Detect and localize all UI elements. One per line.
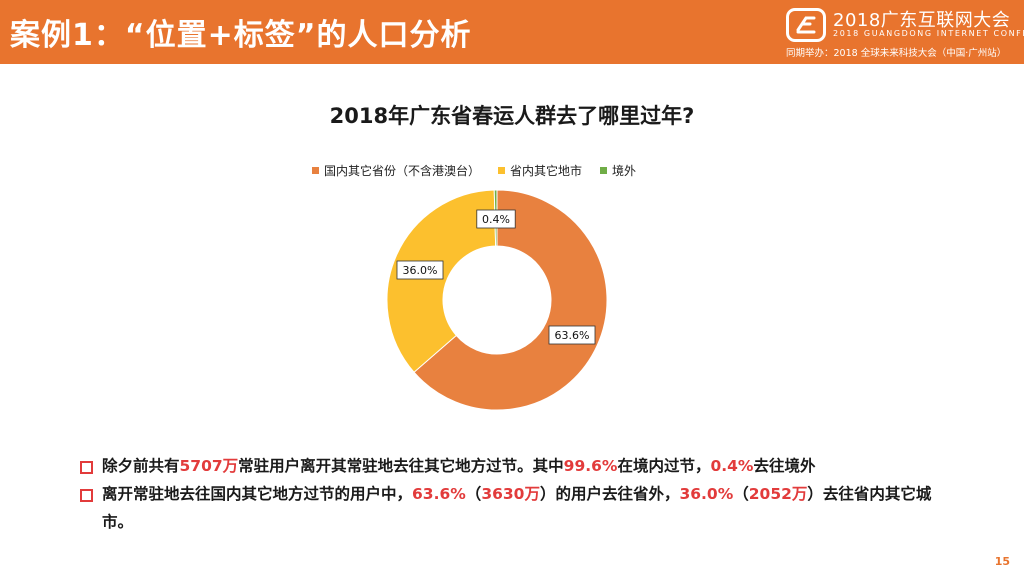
bullet-text: 除夕前共有 xyxy=(102,457,180,475)
bullet-highlight: 2052万 xyxy=(748,485,808,503)
conference-name-en: 2018 GUANGDONG INTERNET CONFERENCE xyxy=(833,29,1024,38)
bullet-text: 离开常驻地去往国内其它地方过节的用户中， xyxy=(102,485,413,503)
bullet-text: （ xyxy=(465,485,482,503)
summary-bullets: 除夕前共有5707万常驻用户离开其常驻地去往其它地方过节。其中99.6%在境内过… xyxy=(80,452,960,536)
bullet-square-icon xyxy=(80,489,93,502)
legend-label: 境外 xyxy=(612,163,637,178)
bullet-highlight: 0.4% xyxy=(710,457,754,475)
bullet-item: 离开常驻地去往国内其它地方过节的用户中，63.6%（3630万）的用户去往省外，… xyxy=(80,480,960,536)
legend-swatch-yellow xyxy=(498,166,506,174)
legend-item-in-province: 省内其它地市 xyxy=(498,162,582,179)
bullet-text: ）的用户去往省外， xyxy=(539,485,680,503)
data-label-1: 36.0% xyxy=(396,260,444,280)
bullet-item: 除夕前共有5707万常驻用户离开其常驻地去往其它地方过节。其中99.6%在境内过… xyxy=(80,452,960,480)
bullet-highlight: 63.6% xyxy=(412,485,466,503)
bullet-text: （ xyxy=(733,485,749,503)
page-title: 案例1：“位置+标签”的人口分析 xyxy=(10,18,472,53)
legend-label: 省内其它地市 xyxy=(510,163,583,178)
legend-item-other-provinces: 国内其它省份（不含港澳台） xyxy=(312,162,480,179)
header-bar: 案例1：“位置+标签”的人口分析 2018广东互联网大会 2018 GUANGD… xyxy=(0,0,1024,64)
conference-logo-icon xyxy=(786,8,826,42)
page-number: 15 xyxy=(994,555,1010,568)
legend-label: 国内其它省份（不含港澳台） xyxy=(324,163,481,178)
bullet-highlight: 3630万 xyxy=(481,485,540,503)
data-label-text: 0.4% xyxy=(482,213,510,226)
bullet-text: 常驻用户离开其常驻地去往其它地方过节。其中 xyxy=(238,457,564,475)
chart-legend: 国内其它省份（不含港澳台） 省内其它地市 境外 xyxy=(312,160,654,180)
chart-title: 2018年广东省春运人群去了哪里过年? xyxy=(329,104,695,128)
conference-name: 2018广东互联网大会 xyxy=(833,10,1011,31)
bullet-text: 在境内过节， xyxy=(617,457,711,475)
bullet-highlight: 36.0% xyxy=(679,485,734,503)
bullet-highlight: 5707万 xyxy=(179,457,239,475)
bullet-highlight: 99.6% xyxy=(563,457,618,475)
conference-subtitle: 同期举办：2018 全球未来科技大会（中国·广州站） xyxy=(786,48,1007,59)
legend-swatch-green xyxy=(600,166,608,174)
donut-slice-1 xyxy=(386,189,497,373)
bullet-text: ）去往省内其它城市。 xyxy=(102,485,932,531)
bullet-text: 去往境外 xyxy=(753,457,816,475)
legend-swatch-orange xyxy=(312,166,319,174)
data-label-text: 63.6% xyxy=(555,329,590,342)
data-label-text: 36.0% xyxy=(403,264,438,277)
bullet-square-icon xyxy=(80,461,93,474)
donut-slice-0 xyxy=(413,189,608,411)
data-label-0: 63.6% xyxy=(548,325,596,345)
legend-item-overseas: 境外 xyxy=(600,162,636,179)
data-label-2: 0.4% xyxy=(476,209,516,229)
